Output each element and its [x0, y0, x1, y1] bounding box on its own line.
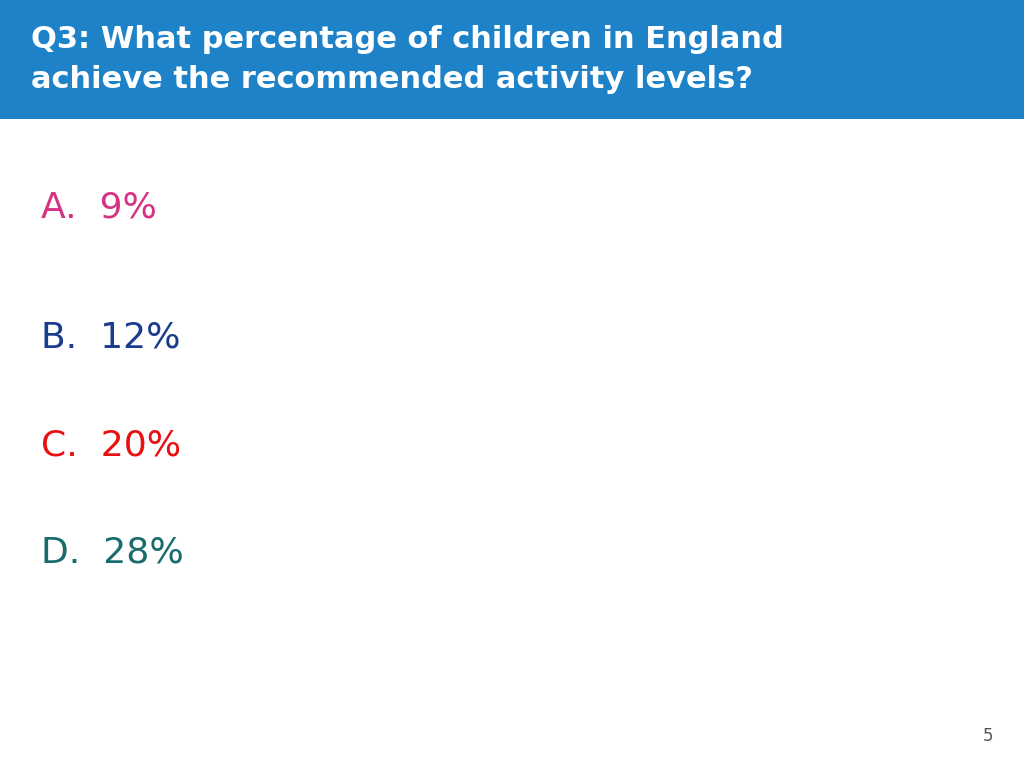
Text: B.  12%: B. 12%: [41, 321, 180, 355]
FancyBboxPatch shape: [0, 0, 1024, 119]
Text: Q3: What percentage of children in England
achieve the recommended activity leve: Q3: What percentage of children in Engla…: [31, 25, 783, 94]
Text: C.  20%: C. 20%: [41, 429, 181, 462]
Text: D.  28%: D. 28%: [41, 536, 183, 570]
Text: 5: 5: [983, 727, 993, 745]
Text: A.  9%: A. 9%: [41, 190, 157, 224]
